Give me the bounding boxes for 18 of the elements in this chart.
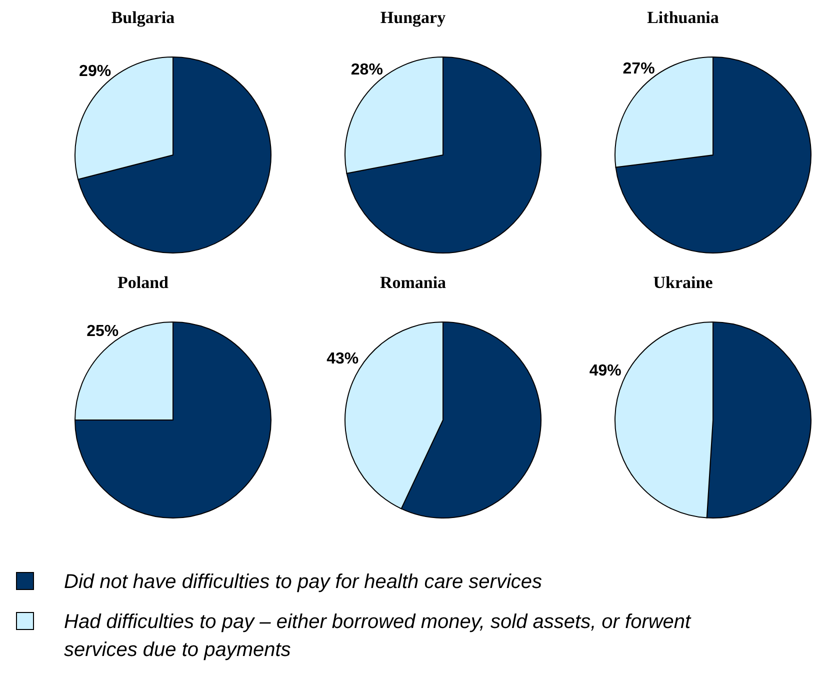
- pie-slice: [615, 56, 812, 254]
- data-label: 49%: [589, 362, 622, 380]
- legend-label: Did not have difficulties to pay for health care services: [64, 570, 544, 595]
- data-label: 28%: [350, 62, 383, 79]
- chart-title: Ukraine: [653, 273, 713, 294]
- data-label: 27%: [622, 60, 655, 78]
- pie-slice: [78, 56, 272, 254]
- data-label: 29%: [79, 62, 112, 80]
- chart-title: Bulgaria: [111, 8, 175, 29]
- data-label: 25%: [86, 322, 119, 340]
- pie-slice: [74, 322, 272, 518]
- pie-slice: [346, 56, 542, 254]
- chart-title: Poland: [117, 273, 169, 294]
- chart-title: Romania: [380, 273, 446, 294]
- chart-title: Hungary: [380, 8, 446, 29]
- legend-label: Had difficulties to pay – either borrowed money, sold assets, or forwent services due to payments: [64, 610, 692, 663]
- chart-title: Lithuania: [647, 8, 719, 29]
- data-label: 43%: [326, 350, 359, 368]
